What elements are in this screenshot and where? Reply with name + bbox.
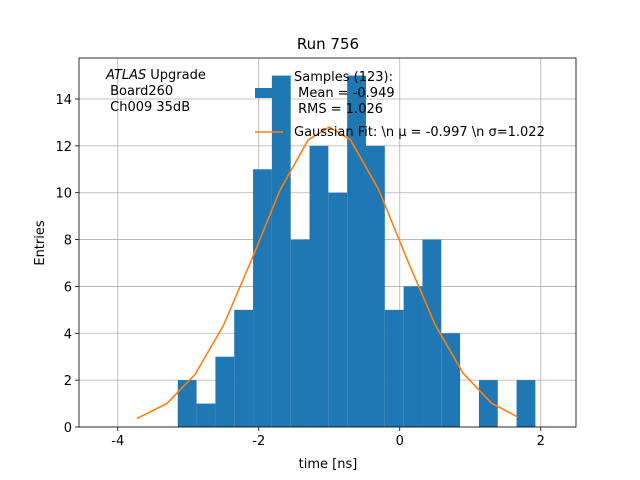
y-tick-label: 6 — [64, 280, 72, 295]
legend-line: Mean = -0.949 — [294, 86, 395, 101]
bar — [253, 169, 272, 428]
annotation: ATLAS Upgrade — [105, 68, 206, 83]
y-tick-label: 12 — [55, 140, 72, 155]
annotation: Board260 — [106, 84, 173, 99]
y-tick-label: 0 — [64, 421, 72, 436]
legend-label: Gaussian Fit: \n μ = -0.997 \n σ=1.022 — [294, 125, 545, 140]
x-tick-label: -4 — [111, 434, 124, 449]
bar — [403, 286, 423, 427]
legend-swatch — [255, 88, 275, 98]
bar — [215, 356, 235, 427]
y-tick-label: 14 — [55, 93, 72, 108]
bar — [478, 380, 498, 427]
x-axis-label: time [ns] — [299, 457, 358, 472]
x-tick-label: 0 — [396, 434, 404, 449]
legend-line: Samples (123): — [294, 70, 393, 85]
bar — [365, 145, 385, 427]
legend-label: Samples (123): Mean = -0.949 RMS = 1.026 — [294, 70, 395, 117]
bar — [271, 75, 291, 428]
chart-title: Run 756 — [297, 35, 359, 53]
bar — [309, 145, 329, 427]
fit-line — [136, 126, 518, 420]
y-axis-label: Entries — [33, 220, 48, 266]
y-tick-label: 8 — [64, 234, 72, 249]
annotation: Ch009 35dB — [106, 100, 190, 115]
bar — [384, 309, 404, 427]
bar — [422, 239, 442, 427]
x-tick-label: -2 — [252, 434, 265, 449]
bar — [328, 192, 348, 427]
bar — [516, 380, 536, 427]
x-tick-label: 2 — [537, 434, 545, 449]
bar — [196, 403, 216, 427]
plot-frame — [78, 57, 577, 428]
bar — [347, 75, 366, 428]
bar — [234, 309, 254, 427]
y-tick-label: 10 — [55, 187, 72, 202]
y-tick-label: 2 — [64, 374, 72, 389]
bar — [441, 333, 461, 427]
annotation-text: Upgrade — [150, 68, 206, 83]
legend-line: RMS = 1.026 — [294, 102, 383, 117]
annotation-italic: ATLAS — [105, 68, 146, 83]
bar — [290, 239, 310, 427]
bar — [177, 380, 197, 427]
y-tick-label: 4 — [64, 327, 72, 342]
legend-line: Gaussian Fit: \n μ = -0.997 \n σ=1.022 — [294, 125, 545, 140]
